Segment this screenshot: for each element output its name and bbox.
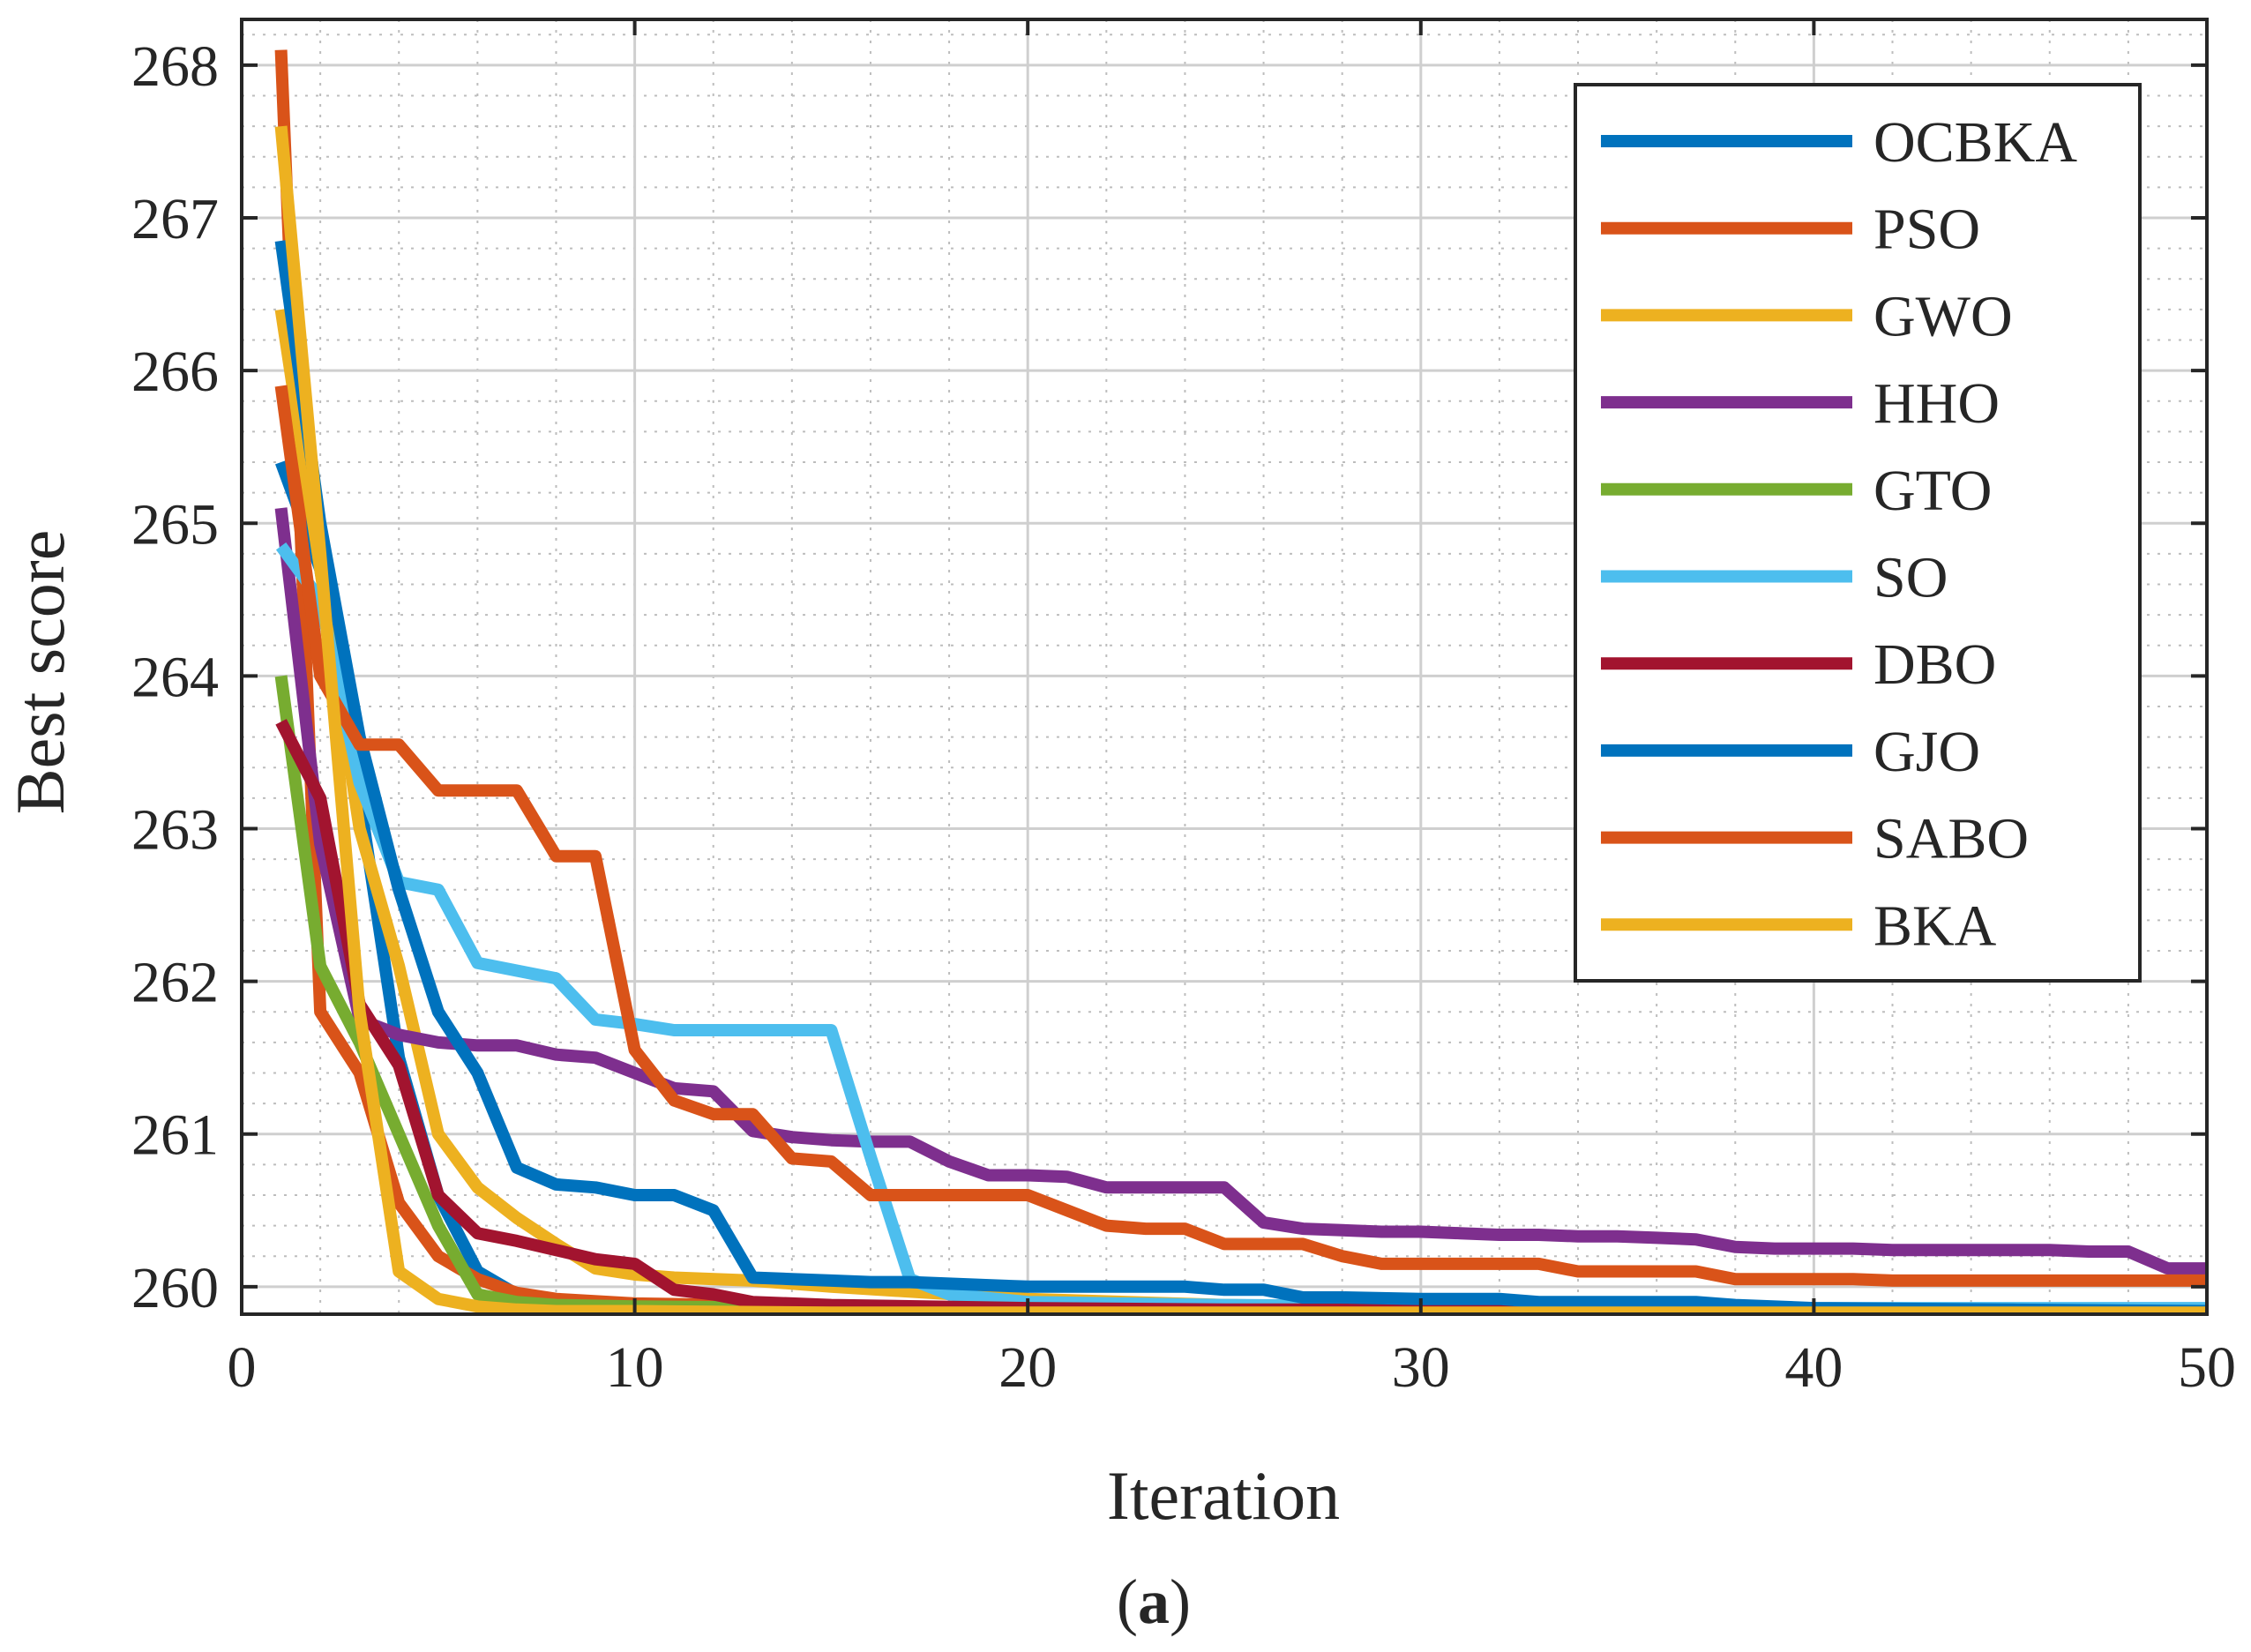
- x-tick-label: 20: [998, 1335, 1057, 1400]
- y-tick-label: 268: [131, 34, 219, 99]
- caption-open: (: [1117, 1566, 1138, 1637]
- legend-label-bka: BKA: [1873, 893, 1997, 958]
- series-line-gjo: [274, 240, 2207, 1314]
- series-line-hho: [274, 507, 2207, 1275]
- caption-letter: a: [1138, 1566, 1170, 1637]
- y-tick-label: 263: [131, 798, 219, 863]
- y-tick-label: 264: [131, 645, 219, 709]
- legend-label-gjo: GJO: [1873, 720, 1980, 784]
- x-tick-label: 30: [1392, 1335, 1450, 1400]
- legend-label-ocbka: OCBKA: [1873, 110, 2077, 175]
- y-tick-labels: 260 261 262 263 264 265 266 267 268: [131, 34, 219, 1320]
- legend-label-gwo: GWO: [1873, 284, 2013, 348]
- legend-label-sabo: SABO: [1873, 807, 2029, 871]
- x-tick-label: 40: [1784, 1335, 1843, 1400]
- caption-close: ): [1170, 1566, 1191, 1637]
- legend-label-hho: HHO: [1873, 371, 2000, 436]
- figure-caption: (a): [1117, 1566, 1191, 1637]
- x-tick-label: 10: [606, 1335, 664, 1400]
- legend: OCBKA PSO GWO HHO GTO SO DBO GJO SABO BKA: [1574, 83, 2142, 983]
- tick-marks: [240, 19, 2209, 1314]
- x-axis-title: Iteration: [1107, 1457, 1340, 1534]
- x-tick-label: 0: [228, 1335, 257, 1400]
- y-tick-label: 266: [131, 340, 219, 404]
- y-tick-label: 260: [131, 1256, 219, 1320]
- plot-frame: [240, 18, 2209, 1316]
- y-tick-label: 262: [131, 951, 219, 1015]
- legend-label-so: SO: [1873, 546, 1948, 610]
- x-tick-labels: 0 10 20 30 40 50: [228, 1335, 2237, 1400]
- series-line-sabo: [274, 385, 2207, 1287]
- legend-label-gto: GTO: [1873, 459, 1992, 523]
- legend-label-pso: PSO: [1873, 198, 1980, 262]
- y-tick-label: 267: [131, 187, 219, 251]
- y-tick-label: 265: [131, 492, 219, 557]
- x-tick-label: 50: [2178, 1335, 2236, 1400]
- y-axis-title: Best score: [2, 530, 79, 815]
- legend-label-dbo: DBO: [1873, 632, 1996, 697]
- legend-box: [1574, 83, 2142, 983]
- y-tick-label: 261: [131, 1103, 219, 1168]
